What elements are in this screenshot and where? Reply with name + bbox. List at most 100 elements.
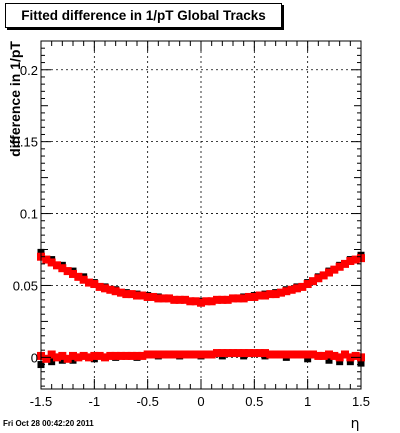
y-tick-label: 0.15 [13,135,38,150]
data-point [90,280,99,289]
y-tick-label: 0 [31,350,38,365]
data-point [165,350,173,359]
data-point [271,350,280,359]
data-point [202,297,211,306]
data-point [74,272,83,281]
x-tick-label: 0 [197,394,204,409]
data-point [181,295,189,304]
data-point [229,349,237,358]
data-point [303,350,312,359]
data-point [234,349,243,358]
data-point [335,353,344,362]
data-point [255,291,264,300]
data-point [341,259,349,268]
data-point [69,351,77,360]
data-point [213,295,221,304]
data-point [133,291,141,300]
data-point [111,351,120,360]
x-tick-label: -1 [89,394,101,409]
x-tick-label: 1.5 [352,394,370,409]
data-point [319,351,328,360]
data-point [143,292,152,301]
data-point [154,350,163,359]
data-point [202,350,211,359]
data-point [47,258,56,267]
data-point [325,268,333,277]
data-point [325,350,333,359]
data-point [117,288,125,297]
data-point [346,353,355,362]
data-point [74,353,83,362]
data-point [69,356,77,364]
data-point [266,290,275,299]
data-point [335,262,344,271]
data-point [58,351,67,360]
data-point [309,350,317,359]
x-tick-label: -1.5 [30,394,52,409]
data-point [287,350,296,359]
data-point [186,297,195,306]
data-point [69,269,77,278]
axis-ticks: -1.5 -1 -0.5 0 0.5 1 1.5 0 0.05 0.1 0.15 0.2 [13,40,370,409]
data-point [229,294,237,303]
data-point [95,351,104,360]
data-point [298,282,307,291]
y-tick-label: 0.2 [20,63,38,78]
data-point [127,351,136,360]
data-point [79,351,88,360]
data-point [53,261,61,270]
data-point [58,356,66,364]
timestamp: Fri Oct 28 00:42:20 2011 [3,419,94,428]
data-point [218,349,227,358]
data-point [213,349,221,358]
data-point [133,351,141,360]
data-point [85,278,93,287]
y-tick-label: 0.1 [20,207,38,222]
data-point [191,350,200,359]
data-point [309,277,317,286]
data-point [245,292,253,301]
y-tick-label: 0.05 [13,278,38,293]
data-point [159,350,168,359]
data-point [149,292,157,301]
data-point [53,353,61,362]
data-point [218,295,227,304]
data-point [303,280,312,289]
data-point [250,349,259,358]
data-point [250,292,259,301]
data-point [298,350,307,359]
data-point [314,274,323,283]
x-axis-label: η [351,416,360,432]
data-point [111,287,120,296]
data-point [79,275,88,284]
data-point [149,350,157,359]
data-point [85,353,93,362]
data-point [346,257,355,266]
data-point [287,285,296,294]
data-point [319,271,328,280]
data-point [330,351,339,360]
data-point [351,255,360,264]
data-point [351,351,360,360]
data-point [191,297,200,306]
data-point [223,349,232,358]
data-point [186,350,195,359]
data-point [175,350,184,359]
data-point [314,351,323,360]
data-point [282,350,291,359]
data-point [159,294,168,303]
data-point [63,354,72,363]
data-point [170,295,179,304]
y-axis-label: difference in 1/pT [7,41,23,157]
data-point [234,294,243,303]
data-point [277,350,285,359]
data-point [122,290,131,299]
data-point [207,297,216,306]
data-point [90,351,99,360]
data-point [106,351,115,360]
data-point [207,350,216,359]
data-point [101,284,109,293]
data-point [197,350,205,359]
data-point [58,264,67,273]
